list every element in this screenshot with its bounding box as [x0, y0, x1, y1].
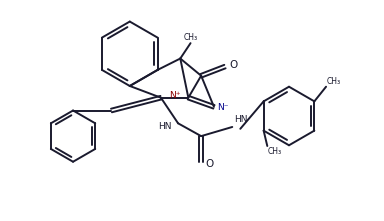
- Text: O: O: [229, 61, 238, 70]
- Text: N⁻: N⁻: [217, 103, 228, 112]
- Text: N⁺: N⁺: [169, 91, 180, 100]
- Text: HN: HN: [158, 122, 172, 131]
- Text: HN: HN: [234, 115, 248, 124]
- Text: CH₃: CH₃: [268, 147, 282, 156]
- Text: O: O: [205, 159, 214, 169]
- Text: CH₃: CH₃: [184, 33, 198, 42]
- Text: CH₃: CH₃: [327, 77, 341, 86]
